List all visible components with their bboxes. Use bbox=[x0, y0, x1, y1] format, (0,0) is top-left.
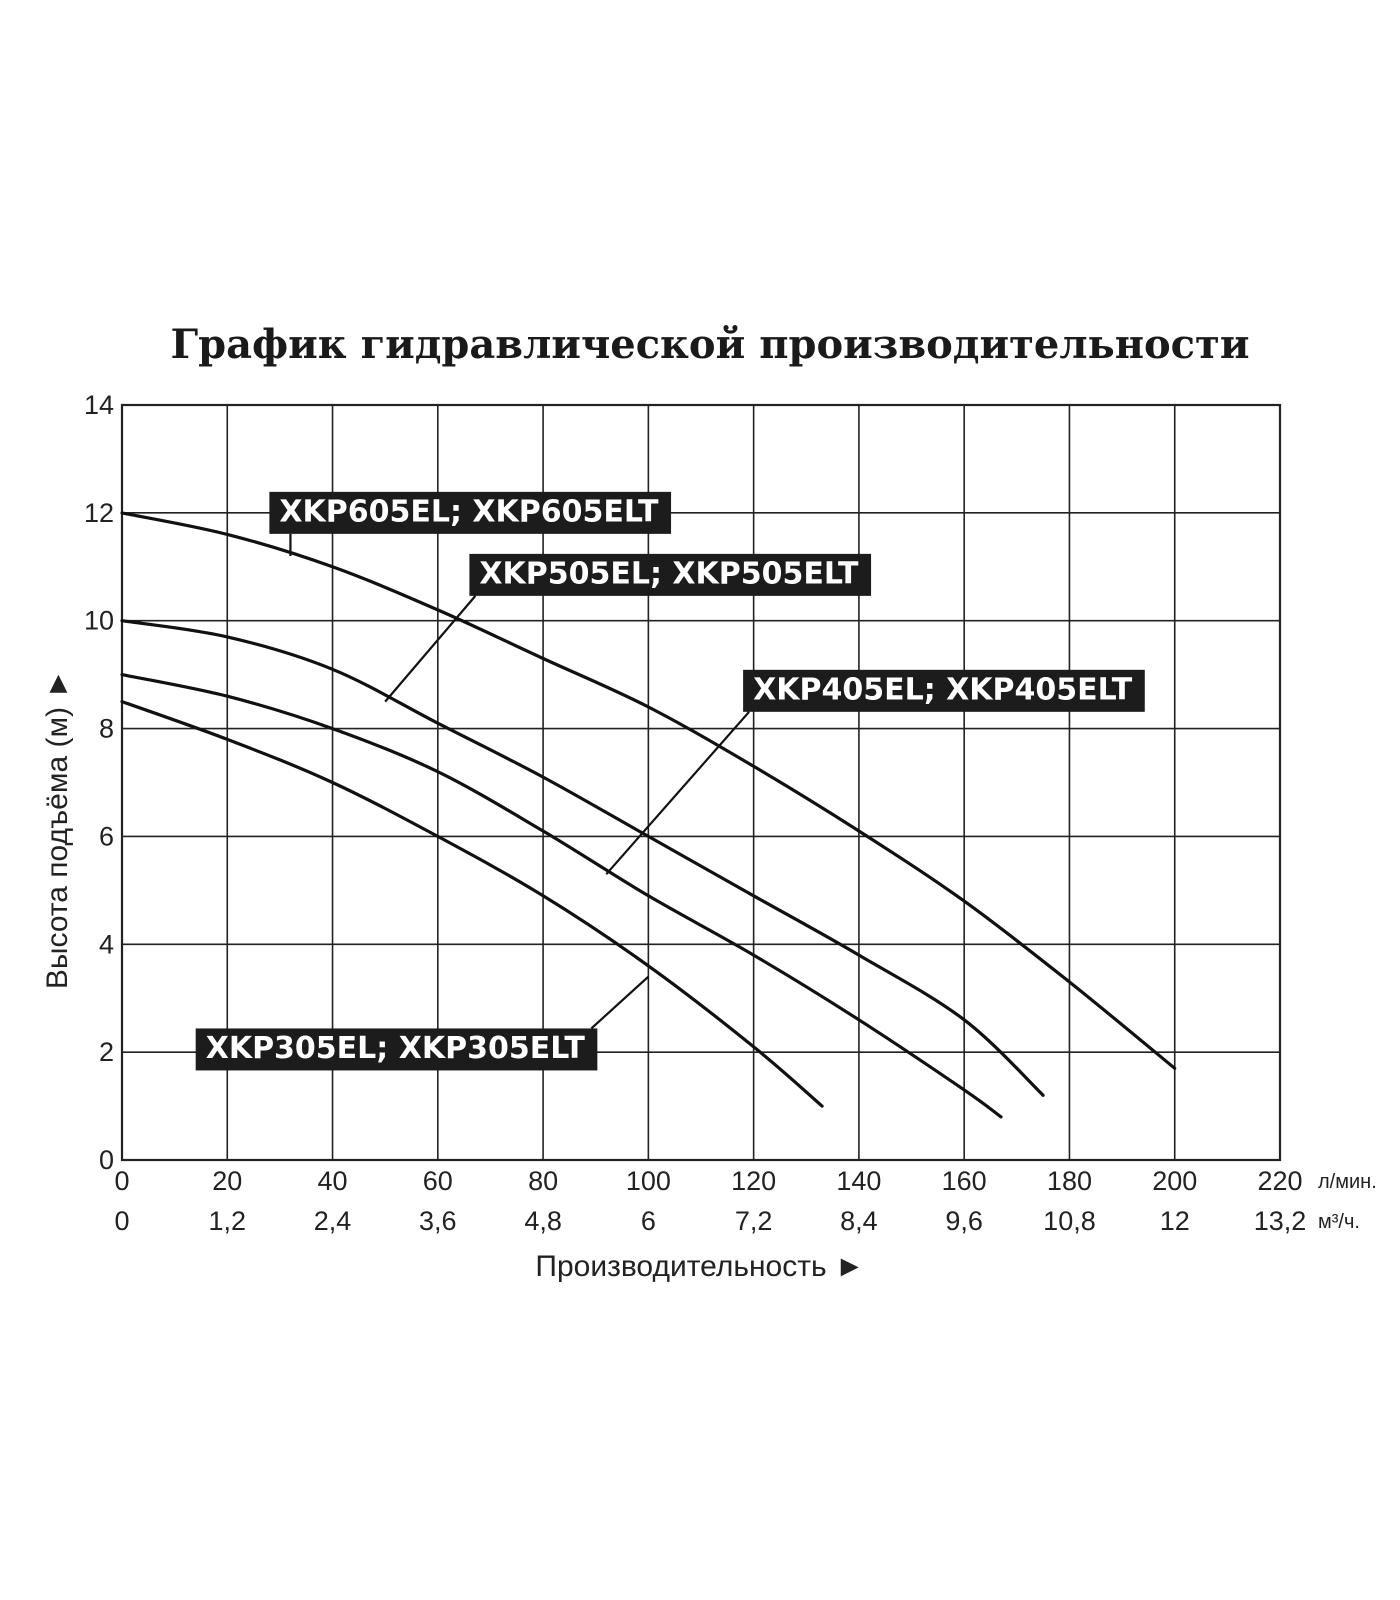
x2-tick-label: 13,2 bbox=[1254, 1206, 1307, 1236]
x-unit-label: л/мин. bbox=[1318, 1171, 1377, 1193]
y-tick-label: 0 bbox=[99, 1145, 114, 1175]
series-line-1 bbox=[120, 511, 1177, 1070]
series-pointer-3 bbox=[605, 711, 750, 875]
x2-tick-label: 1,2 bbox=[208, 1206, 246, 1236]
x2-tick-label: 9,6 bbox=[945, 1206, 983, 1236]
y-axis-label: Высота подъёма (м) ► bbox=[41, 669, 74, 989]
series-labels: XKP605EL; XKP605ELT XKP505EL; XKP505ELT XK… bbox=[195, 491, 1145, 1071]
y-tick-label: 6 bbox=[99, 821, 114, 851]
y-tick-label: 8 bbox=[99, 714, 114, 744]
series-pointer-4 bbox=[590, 975, 650, 1030]
x-tick-label: 100 bbox=[626, 1166, 671, 1196]
x-tick-label: 160 bbox=[942, 1166, 987, 1196]
x-axis-label: Производительность ► bbox=[535, 1250, 864, 1283]
series-label-2: XKP505EL; XKP505ELT bbox=[469, 553, 872, 596]
x2-tick-label: 3,6 bbox=[419, 1206, 457, 1236]
x-tick-label: 80 bbox=[528, 1166, 558, 1196]
x-tick-label: 20 bbox=[212, 1166, 242, 1196]
x-tick-label: 180 bbox=[1047, 1166, 1092, 1196]
series-line-2 bbox=[120, 619, 1045, 1097]
series-pointer-2 bbox=[384, 595, 477, 703]
series-label-text: XKP305EL; XKP305ELT bbox=[206, 1031, 586, 1066]
series-label-box bbox=[195, 1028, 598, 1071]
x2-tick-label: 0 bbox=[114, 1206, 129, 1236]
x-tick-label: 200 bbox=[1152, 1166, 1197, 1196]
x-tick-label: 60 bbox=[423, 1166, 453, 1196]
series-label-box bbox=[743, 669, 1145, 712]
x2-tick-label: 6 bbox=[641, 1206, 656, 1236]
y-tick-label: 12 bbox=[84, 498, 114, 528]
x-tick-label: 120 bbox=[731, 1166, 776, 1196]
x2-tick-label: 10,8 bbox=[1043, 1206, 1096, 1236]
curves bbox=[120, 511, 1177, 1119]
y-tick-label: 14 bbox=[84, 390, 114, 420]
x2-tick-label: 7,2 bbox=[735, 1206, 773, 1236]
series-label-1: XKP605EL; XKP605ELT bbox=[269, 491, 672, 534]
x-tick-label: 140 bbox=[836, 1166, 881, 1196]
y-tick-label: 2 bbox=[99, 1037, 114, 1067]
x-tick-label: 0 bbox=[114, 1166, 129, 1196]
ticks: 00201,2402,4603,6804,810061207,21408,416… bbox=[84, 390, 1306, 1236]
series-line-3 bbox=[120, 673, 1003, 1119]
series-label-4: XKP305EL; XKP305ELT bbox=[195, 1028, 598, 1071]
plot-frame bbox=[120, 403, 1282, 1162]
series-line-4 bbox=[120, 700, 824, 1108]
series-label-box bbox=[469, 553, 872, 596]
x2-tick-label: 4,8 bbox=[524, 1206, 562, 1236]
series-label-text: XKP405EL; XKP405ELT bbox=[753, 672, 1133, 707]
x2-unit-label: м³/ч. bbox=[1318, 1211, 1360, 1233]
y-tick-label: 10 bbox=[84, 606, 114, 636]
x2-tick-label: 8,4 bbox=[840, 1206, 878, 1236]
y-tick-label: 4 bbox=[99, 929, 114, 959]
x2-tick-label: 2,4 bbox=[314, 1206, 352, 1236]
series-label-box bbox=[269, 491, 672, 534]
x2-tick-label: 12 bbox=[1160, 1206, 1190, 1236]
x-tick-label: 40 bbox=[318, 1166, 348, 1196]
series-label-text: XKP605EL; XKP605ELT bbox=[279, 494, 659, 529]
chart-title: График гидравлической производительности bbox=[171, 321, 1250, 368]
series-label-text: XKP505EL; XKP505ELT bbox=[479, 556, 859, 591]
x-tick-label: 220 bbox=[1257, 1166, 1302, 1196]
series-label-3: XKP405EL; XKP405ELT bbox=[743, 669, 1145, 712]
